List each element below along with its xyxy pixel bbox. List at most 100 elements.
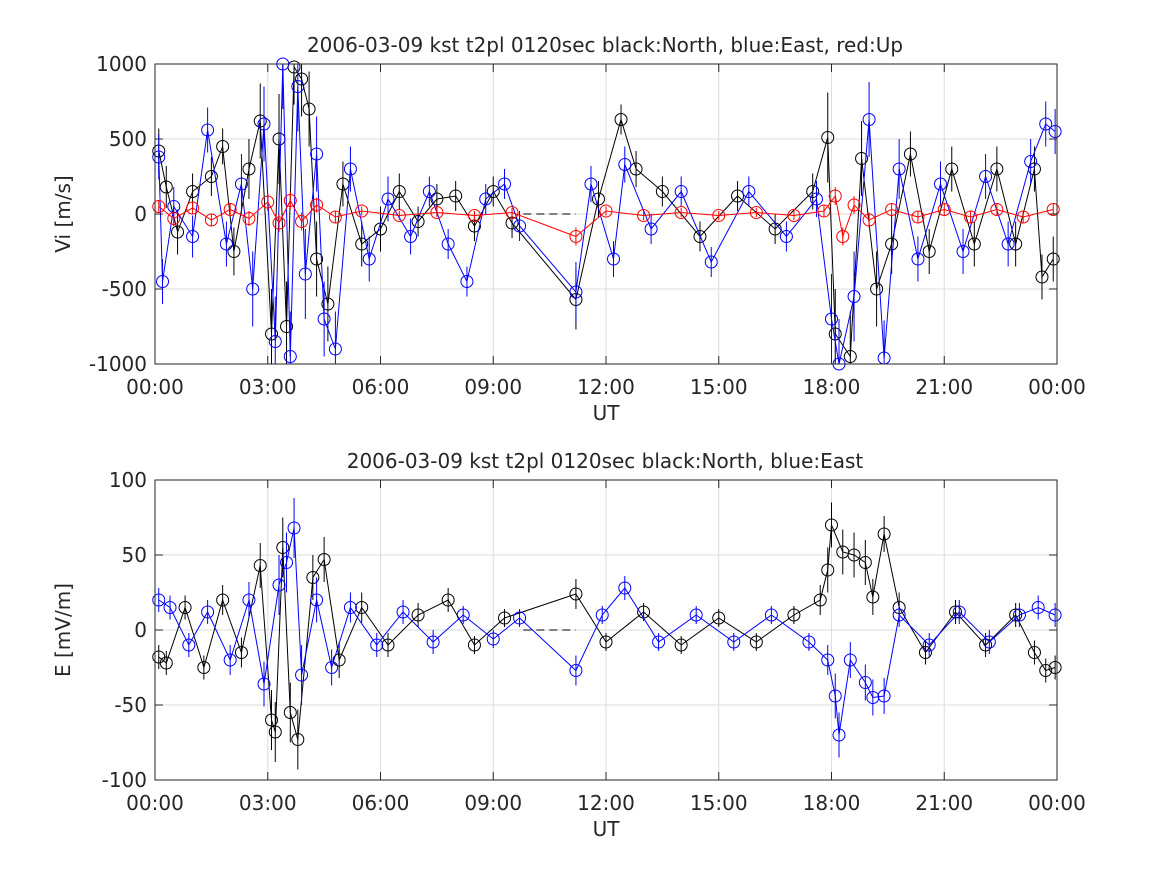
velocity-north-point [430,192,444,206]
velocity-x-tick-label: 12:00 [577,375,635,399]
velocity-up-line [158,194,1054,239]
velocity-east-point [674,185,688,198]
velocity-north-point [731,189,745,203]
efield-series-east [152,498,1062,758]
velocity-north-point [171,225,185,239]
efield-east-point [952,605,966,619]
efield-north-point [291,733,305,746]
velocity-up-point [836,230,850,243]
velocity-east-point [618,158,632,171]
efield-north-point [276,541,290,554]
velocity-data [152,57,1062,371]
velocity-east-point [1048,125,1062,138]
efield-north-point [178,601,192,614]
velocity-north-point [1009,237,1023,251]
velocity-north-point [806,185,820,198]
efield-north-point [306,571,320,584]
velocity-north-point [242,162,256,176]
efield-chart-title: 2006-03-09 kst t2pl 0120sec black:North,… [347,449,864,473]
velocity-east-point [956,245,970,258]
efield-y-tick-label: 50 [122,543,147,567]
efield-east-point [802,635,816,649]
efield-east-point [821,653,835,667]
velocity-y-tick-label: 500 [109,127,147,151]
velocity-north-point [355,237,369,251]
velocity-series-up [152,187,1060,246]
efield-y-tick-label: 100 [109,468,147,492]
efield-north-point [569,587,583,601]
velocity-up-point [937,203,951,216]
efield-north-point [712,611,726,625]
velocity-east-point [257,117,271,131]
efield-east-point [486,632,500,646]
velocity-north-point [216,140,230,153]
efield-x-tick-label: 18:00 [803,791,861,815]
velocity-east-point [847,290,861,303]
velocity-east-point [498,177,512,191]
velocity-up-point [505,206,519,219]
efield-north-point [234,646,248,659]
velocity-north-point [449,189,463,203]
velocity-up-point [204,213,218,227]
velocity-north-point [591,192,605,206]
velocity-north-point [411,215,425,228]
velocity-north-point [280,320,294,333]
efield-east-point [343,601,357,614]
velocity-east-point [152,150,166,164]
velocity-up-point [283,194,297,207]
efield-north-line [158,524,1056,740]
efield-east-point [1031,601,1045,614]
velocity-x-tick-label: 00:00 [1028,375,1086,399]
velocity-north-point [655,185,669,198]
efield-north-point [1048,661,1062,674]
efield-east-point [325,661,339,674]
velocity-axes: 00:00 03:00 06:00 09:00 12:00 15:00 18:00 21:00… [89,52,1086,399]
velocity-up-point [637,209,651,222]
velocity-east-point [479,192,493,206]
velocity-north-point [870,282,884,296]
velocity-north-point [253,114,267,128]
velocity-up-point [862,213,876,227]
velocity-up-point [392,209,406,222]
efield-east-point [257,677,271,691]
efield-east-point [287,521,301,535]
efield-east-point [832,728,846,742]
velocity-east-point [362,252,376,266]
velocity-north-point [302,102,316,116]
efield-east-point [828,689,842,703]
efield-north-point [317,553,331,566]
efield-x-tick-label: 03:00 [239,791,297,815]
efield-east-point [843,653,857,667]
velocity-east-point [933,177,947,191]
efield-east-point [569,664,583,677]
velocity-up-point [787,209,801,222]
efield-east-point [1048,608,1062,622]
velocity-x-tick-label: 15:00 [690,375,748,399]
efield-east-point [201,605,215,619]
velocity-up-point [223,203,237,216]
velocity-up-point [355,204,369,218]
velocity-north-point [1046,252,1060,266]
velocity-north-point [922,245,936,258]
efield-x-tick-label: 09:00 [464,791,522,815]
efield-x-tick-label: 00:00 [1028,791,1086,815]
efield-east-point [370,638,384,652]
velocity-up-point [1016,210,1030,224]
velocity-east-point [156,275,170,288]
velocity-east-point [892,162,906,176]
efield-north-point [858,556,872,569]
efield-north-point [1027,646,1041,659]
efield-north-point [498,611,512,625]
efield-east-point [982,635,996,649]
velocity-east-point [422,185,436,198]
velocity-east-point [268,335,282,348]
efield-y-tick-label: -50 [114,693,147,717]
velocity-north-point [321,297,335,311]
velocity-east-point [779,230,793,243]
efield-east-point [426,635,440,649]
efield-north-point [599,635,613,649]
velocity-north-point [159,180,173,194]
velocity-up-point [712,209,726,222]
efield-north-point [1009,608,1023,622]
velocity-east-point [704,255,718,269]
